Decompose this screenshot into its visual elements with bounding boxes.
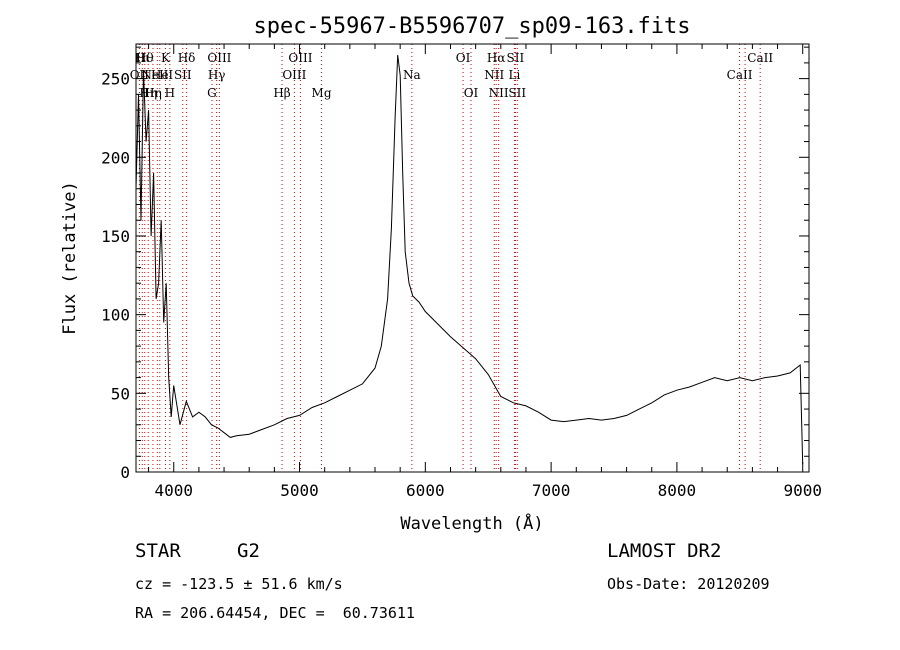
x-tick-label: 4000 bbox=[154, 481, 193, 500]
line-label: Li bbox=[508, 68, 520, 82]
line-label: Hθ bbox=[136, 51, 154, 65]
line-label: NII bbox=[489, 86, 509, 100]
x-tick-label: 6000 bbox=[406, 481, 445, 500]
line-label: Hι bbox=[135, 51, 150, 65]
chart-title: spec-55967-B5596707_sp09-163.fits bbox=[253, 14, 690, 39]
line-label: OI bbox=[456, 51, 471, 65]
line-label: NeIII bbox=[141, 68, 173, 82]
line-label: SII bbox=[507, 51, 525, 65]
line-label: SII bbox=[508, 86, 526, 100]
x-tick-label: 8000 bbox=[658, 481, 697, 500]
line-label: K bbox=[161, 51, 171, 65]
line-label: He bbox=[151, 68, 169, 82]
line-label: H bbox=[165, 86, 175, 100]
redshift-velocity: cz = -123.5 ± 51.6 km/s bbox=[135, 575, 343, 593]
line-label: OIII bbox=[288, 51, 312, 65]
y-axis-ticks: 0 50 100 150 200 250 bbox=[101, 46, 809, 482]
object-class: STAR bbox=[135, 540, 181, 562]
coordinates: RA = 206.64454, DEC = 60.73611 bbox=[135, 604, 415, 622]
line-label: Hδ bbox=[178, 51, 196, 65]
x-axis-ticks: 4000 5000 6000 7000 8000 9000 bbox=[148, 44, 822, 500]
line-label: Hα bbox=[487, 51, 506, 65]
line-label: CaII bbox=[727, 68, 753, 82]
line-label: Mg bbox=[312, 86, 332, 100]
y-tick-label: 0 bbox=[120, 463, 130, 482]
x-tick-label: 9000 bbox=[783, 481, 822, 500]
line-label: Hβ bbox=[273, 86, 290, 100]
y-tick-label: 200 bbox=[101, 148, 130, 167]
y-tick-label: 100 bbox=[101, 306, 130, 325]
line-label: Hη bbox=[144, 86, 162, 100]
x-tick-label: 7000 bbox=[532, 481, 571, 500]
survey-name: LAMOST DR2 bbox=[607, 540, 722, 562]
line-label: SII bbox=[174, 68, 192, 82]
line-label: Hγ bbox=[208, 68, 226, 82]
line-label: CaII bbox=[747, 51, 773, 65]
line-label: G bbox=[207, 86, 217, 100]
y-tick-label: 250 bbox=[101, 70, 130, 89]
spectral-line-markers bbox=[138, 44, 761, 472]
y-tick-label: 150 bbox=[101, 227, 130, 246]
line-label: Na bbox=[403, 68, 421, 82]
line-label: OIII bbox=[207, 51, 231, 65]
x-axis-label: Wavelength (Å) bbox=[400, 512, 543, 534]
y-axis-label: Flux (relative) bbox=[60, 181, 80, 335]
x-tick-label: 5000 bbox=[280, 481, 319, 500]
plot-frame bbox=[135, 43, 810, 473]
object-subclass: G2 bbox=[237, 540, 260, 562]
line-label: OI bbox=[464, 86, 479, 100]
line-label: OIII bbox=[282, 68, 306, 82]
observation-date: Obs-Date: 20120209 bbox=[607, 575, 770, 593]
spectral-line-labels: OIIHιHθHηHηNeIIIHeKHSIIHδGHγOIIIHβOIIIOI… bbox=[130, 51, 774, 100]
spectrum-line bbox=[135, 54, 804, 465]
y-tick-label: 50 bbox=[111, 384, 130, 403]
line-label: NII bbox=[484, 68, 504, 82]
